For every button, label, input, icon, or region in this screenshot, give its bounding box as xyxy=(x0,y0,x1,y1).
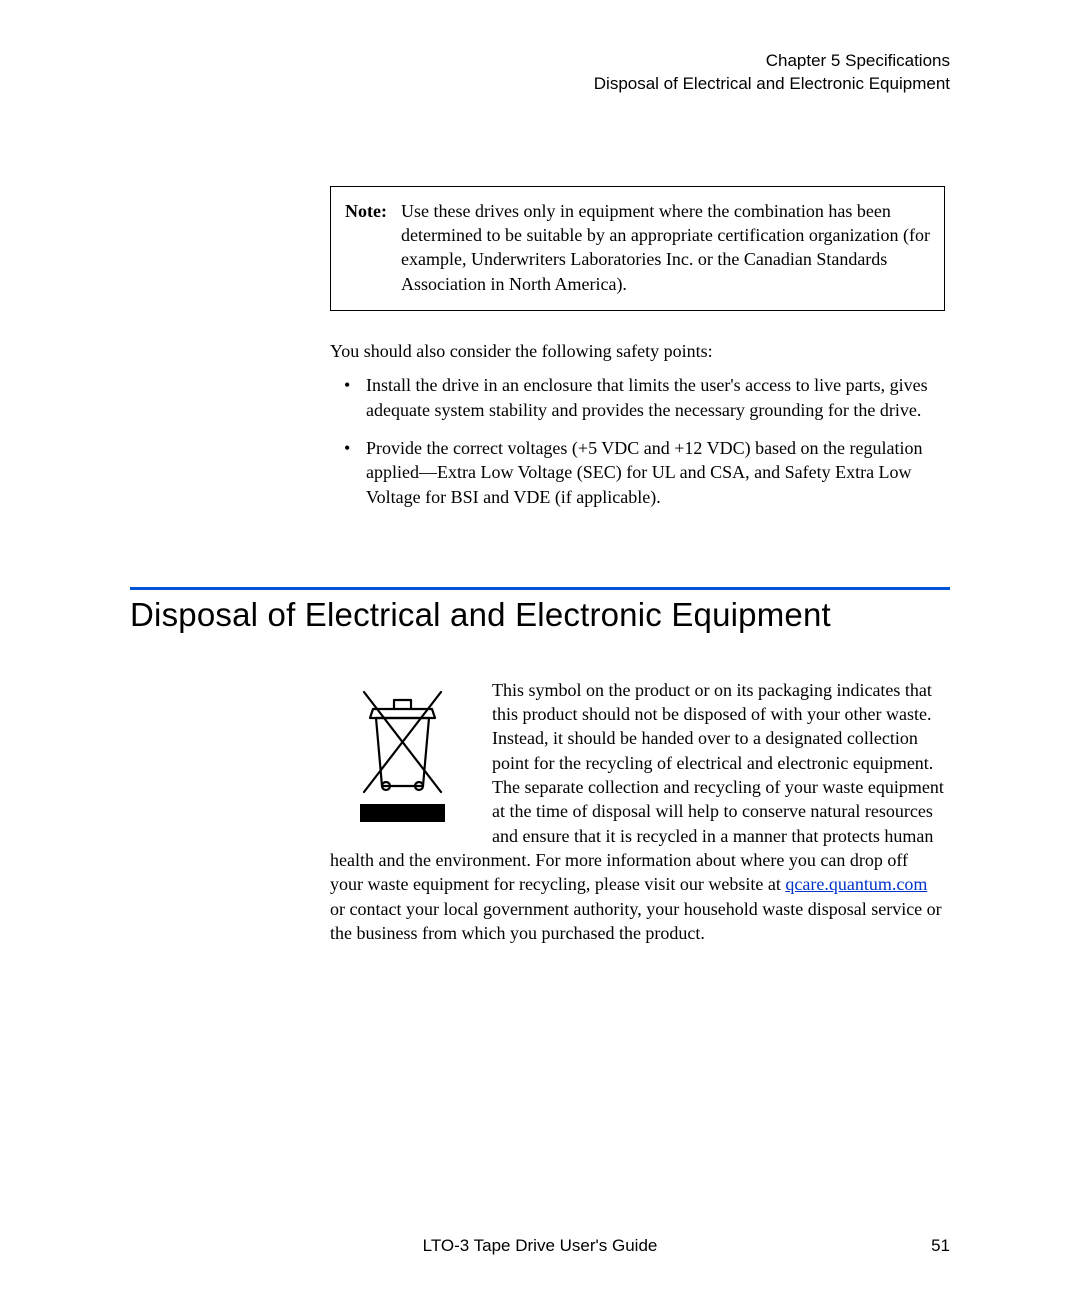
list-item: Provide the correct voltages (+5 VDC and… xyxy=(330,436,945,509)
section-divider xyxy=(130,587,950,590)
qcare-link[interactable]: qcare.quantum.com xyxy=(785,874,927,894)
header-chapter: Chapter 5 Specifications xyxy=(130,50,950,73)
weee-symbol xyxy=(342,684,462,822)
list-item: Install the drive in an enclosure that l… xyxy=(330,373,945,422)
footer-page-number: 51 xyxy=(931,1236,950,1256)
note-text: Use these drives only in equipment where… xyxy=(401,199,930,296)
safety-bullet-list: Install the drive in an enclosure that l… xyxy=(330,373,945,508)
page-header: Chapter 5 Specifications Disposal of Ele… xyxy=(130,50,950,96)
page-footer: LTO-3 Tape Drive User's Guide 51 xyxy=(130,1236,950,1256)
weee-bin-icon xyxy=(360,684,445,794)
section-title: Disposal of Electrical and Electronic Eq… xyxy=(130,596,950,634)
safety-intro-paragraph: You should also consider the following s… xyxy=(330,339,945,363)
disposal-paragraph: This symbol on the product or on its pac… xyxy=(330,678,945,945)
disposal-text-after-link: or contact your local government authori… xyxy=(330,899,942,943)
header-section: Disposal of Electrical and Electronic Eq… xyxy=(130,73,950,96)
footer-doc-title: LTO-3 Tape Drive User's Guide xyxy=(423,1236,658,1256)
weee-bar-icon xyxy=(360,804,445,822)
note-box: Note: Use these drives only in equipment… xyxy=(330,186,945,311)
note-label: Note: xyxy=(345,199,387,296)
